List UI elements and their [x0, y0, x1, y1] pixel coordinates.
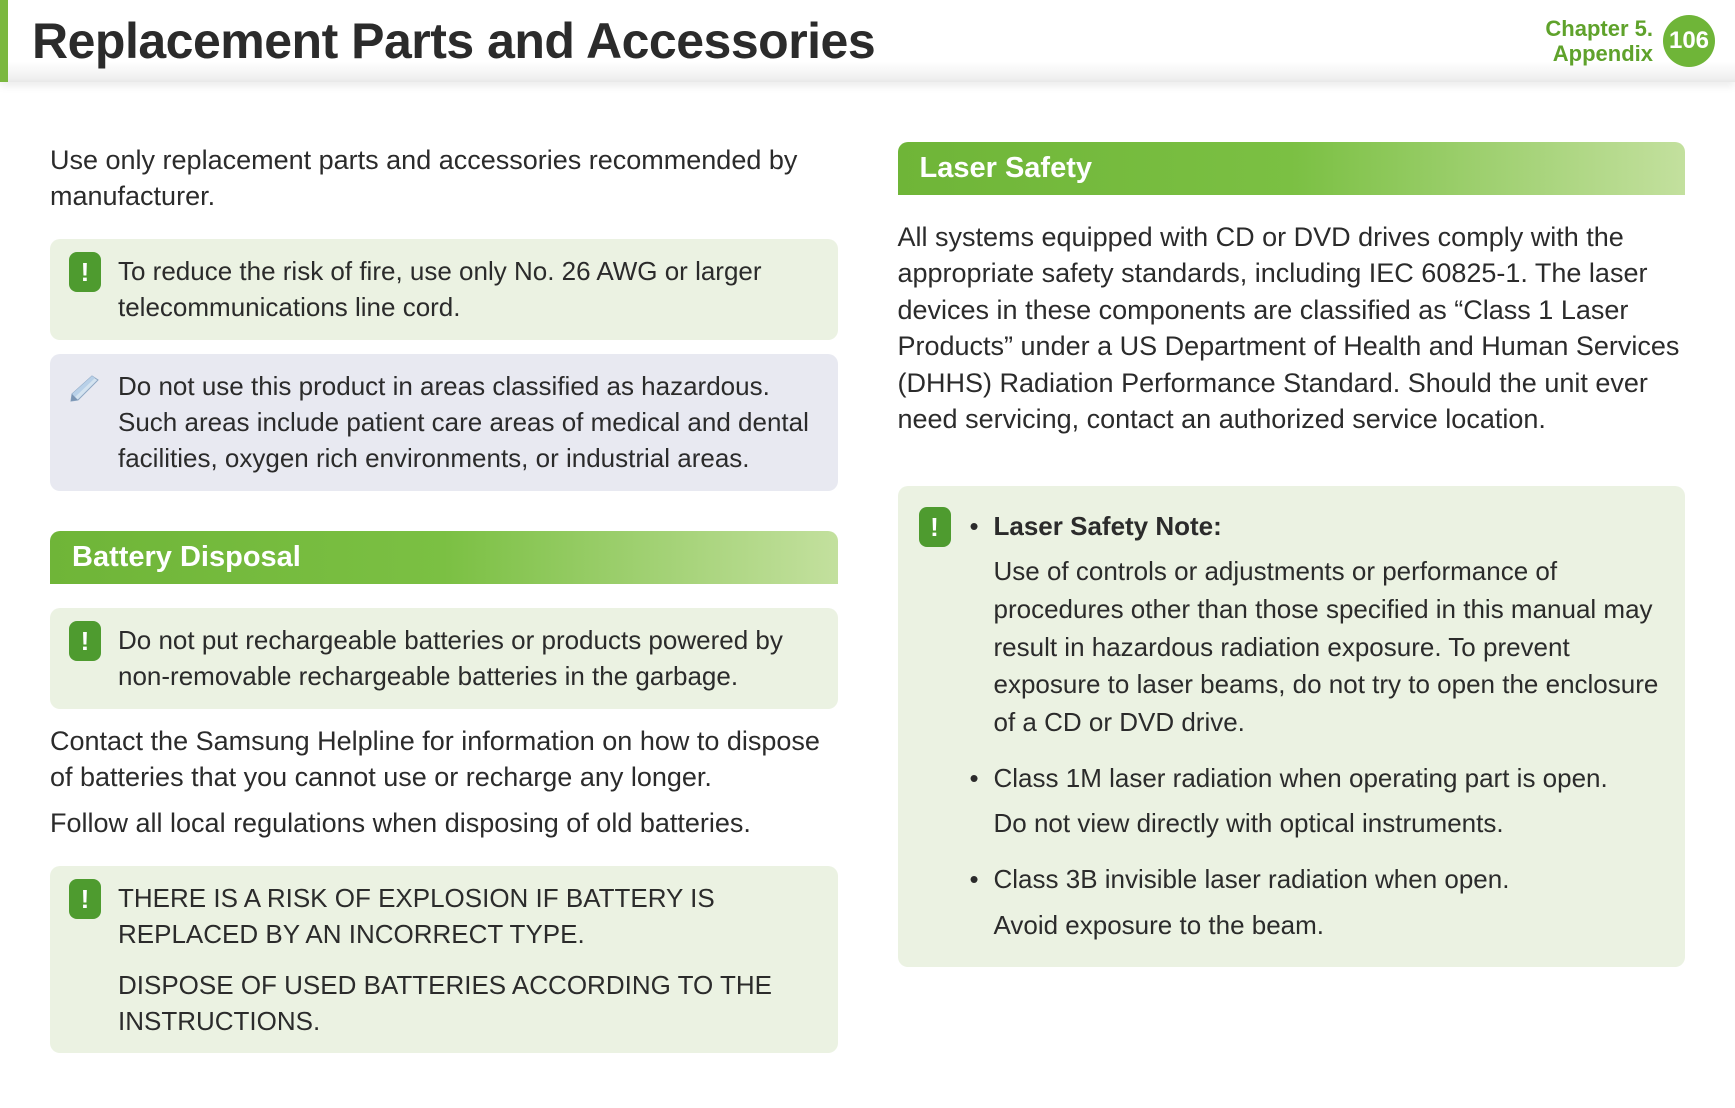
chapter-line2: Appendix: [1545, 41, 1653, 66]
laser-item-3a: Class 3B invisible laser radiation when …: [994, 864, 1510, 894]
left-column: Use only replacement parts and accessori…: [50, 142, 838, 1067]
hazard-note-text: Do not use this product in areas classif…: [118, 368, 820, 477]
battery-warning-text: Do not put rechargeable batteries or pro…: [118, 622, 820, 695]
chapter-info: Chapter 5. Appendix: [1545, 16, 1653, 67]
laser-note-title: Laser Safety Note:: [994, 511, 1222, 541]
exclamation-icon: !: [68, 882, 102, 916]
page-header: Replacement Parts and Accessories Chapte…: [0, 0, 1735, 82]
laser-section-header: Laser Safety: [898, 142, 1686, 195]
header-right: Chapter 5. Appendix 106: [1545, 15, 1735, 67]
intro-text: Use only replacement parts and accessori…: [50, 142, 838, 215]
laser-note-body: Use of controls or adjustments or perfor…: [994, 553, 1662, 741]
note-icon: [68, 370, 102, 404]
battery-section-title: Battery Disposal: [72, 541, 816, 574]
exclamation-icon: !: [68, 255, 102, 289]
chapter-line1: Chapter 5.: [1545, 16, 1653, 41]
explosion-line-2: DISPOSE OF USED BATTERIES ACCORDING TO T…: [118, 967, 820, 1040]
page-number-badge: 106: [1663, 15, 1715, 67]
laser-safety-list: Laser Safety Note: Use of controls or ad…: [968, 508, 1662, 945]
explosion-warning-text: THERE IS A RISK OF EXPLOSION IF BATTERY …: [118, 880, 820, 1040]
hazard-note-callout: Do not use this product in areas classif…: [50, 354, 838, 491]
exclamation-icon: !: [918, 510, 952, 544]
battery-warning-callout: ! Do not put rechargeable batteries or p…: [50, 608, 838, 709]
laser-item-2a: Class 1M laser radiation when operating …: [994, 763, 1608, 793]
right-column: Laser Safety All systems equipped with C…: [898, 142, 1686, 1067]
laser-item-3b: Avoid exposure to the beam.: [994, 907, 1662, 945]
content-area: Use only replacement parts and accessori…: [0, 82, 1735, 1067]
laser-list-item-2: Class 1M laser radiation when operating …: [968, 760, 1662, 843]
explosion-line-1: THERE IS A RISK OF EXPLOSION IF BATTERY …: [118, 880, 820, 953]
laser-list-item-3: Class 3B invisible laser radiation when …: [968, 861, 1662, 944]
page-title: Replacement Parts and Accessories: [8, 12, 875, 70]
laser-safety-callout: ! Laser Safety Note: Use of controls or …: [898, 486, 1686, 967]
laser-body-text: All systems equipped with CD or DVD driv…: [898, 219, 1686, 438]
battery-body-1: Contact the Samsung Helpline for informa…: [50, 723, 838, 796]
battery-section-header: Battery Disposal: [50, 531, 838, 584]
laser-section-title: Laser Safety: [920, 152, 1664, 185]
laser-item-2b: Do not view directly with optical instru…: [994, 805, 1662, 843]
explosion-warning-callout: ! THERE IS A RISK OF EXPLOSION IF BATTER…: [50, 866, 838, 1054]
fire-warning-text: To reduce the risk of fire, use only No.…: [118, 253, 820, 326]
battery-body-2: Follow all local regulations when dispos…: [50, 805, 838, 841]
laser-list-item-1: Laser Safety Note: Use of controls or ad…: [968, 508, 1662, 742]
exclamation-icon: !: [68, 624, 102, 658]
fire-warning-callout: ! To reduce the risk of fire, use only N…: [50, 239, 838, 340]
